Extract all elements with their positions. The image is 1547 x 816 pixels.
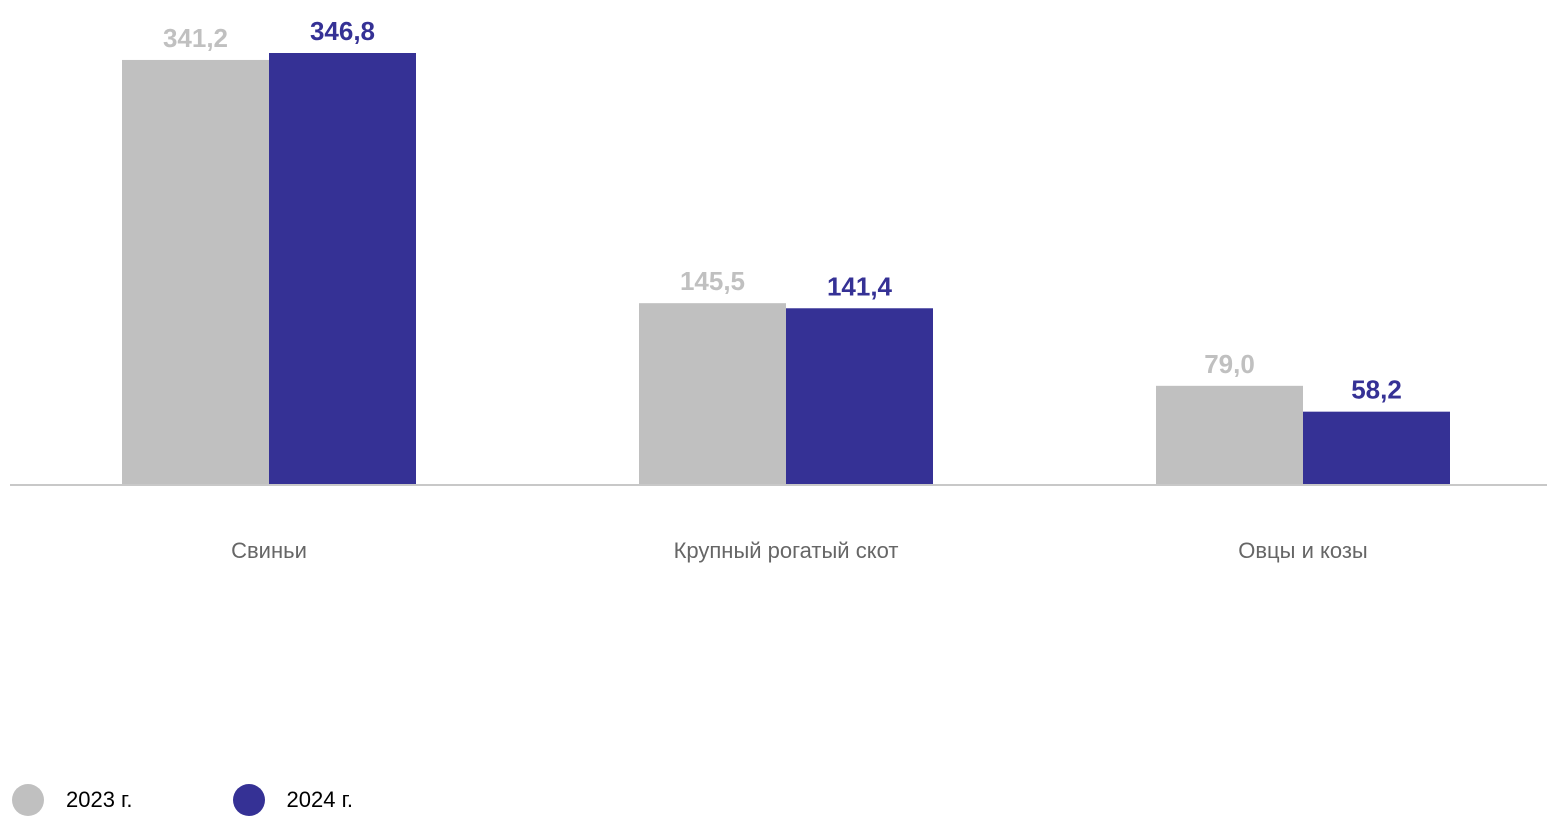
- category-label-ovtsy-kozy: Овцы и козы: [1238, 538, 1368, 563]
- legend-item-2023: 2023 г.: [12, 783, 133, 816]
- bar-krs-2024: [786, 308, 933, 484]
- bar-krs-2023: [639, 303, 786, 484]
- category-label-svinyi: Свиньи: [231, 538, 307, 563]
- data-label-ovtsy-kozy-2024: 58,2: [1351, 375, 1402, 405]
- category-label-krs: Крупный рогатый скот: [674, 538, 899, 563]
- data-label-ovtsy-kozy-2023: 79,0: [1204, 349, 1255, 379]
- legend-swatch-2024: [232, 783, 265, 816]
- data-label-krs-2024: 141,4: [827, 271, 893, 301]
- legend-item-2024: 2024 г.: [232, 783, 354, 816]
- data-label-svinyi-2023: 341,2: [163, 23, 228, 53]
- bar-svinyi-2024: [269, 53, 416, 484]
- bar-svinyi-2023: [122, 59, 269, 485]
- bar-ovtsy-kozy-2023: [1156, 385, 1303, 484]
- bar-ovtsy-kozy-2024: [1303, 411, 1450, 484]
- legend: 2023 г. 2024 г.: [12, 783, 453, 816]
- data-label-svinyi-2024: 346,8: [310, 16, 375, 46]
- data-label-krs-2023: 145,5: [680, 266, 745, 296]
- legend-label-2024: 2024 г.: [286, 786, 354, 812]
- legend-swatch-2023: [12, 783, 44, 816]
- legend-label-2023: 2023 г.: [66, 786, 133, 812]
- bar-chart: 341,2 346,8 Свиньи 145,5 141,4 Крупный рогаты…: [10, 16, 1547, 563]
